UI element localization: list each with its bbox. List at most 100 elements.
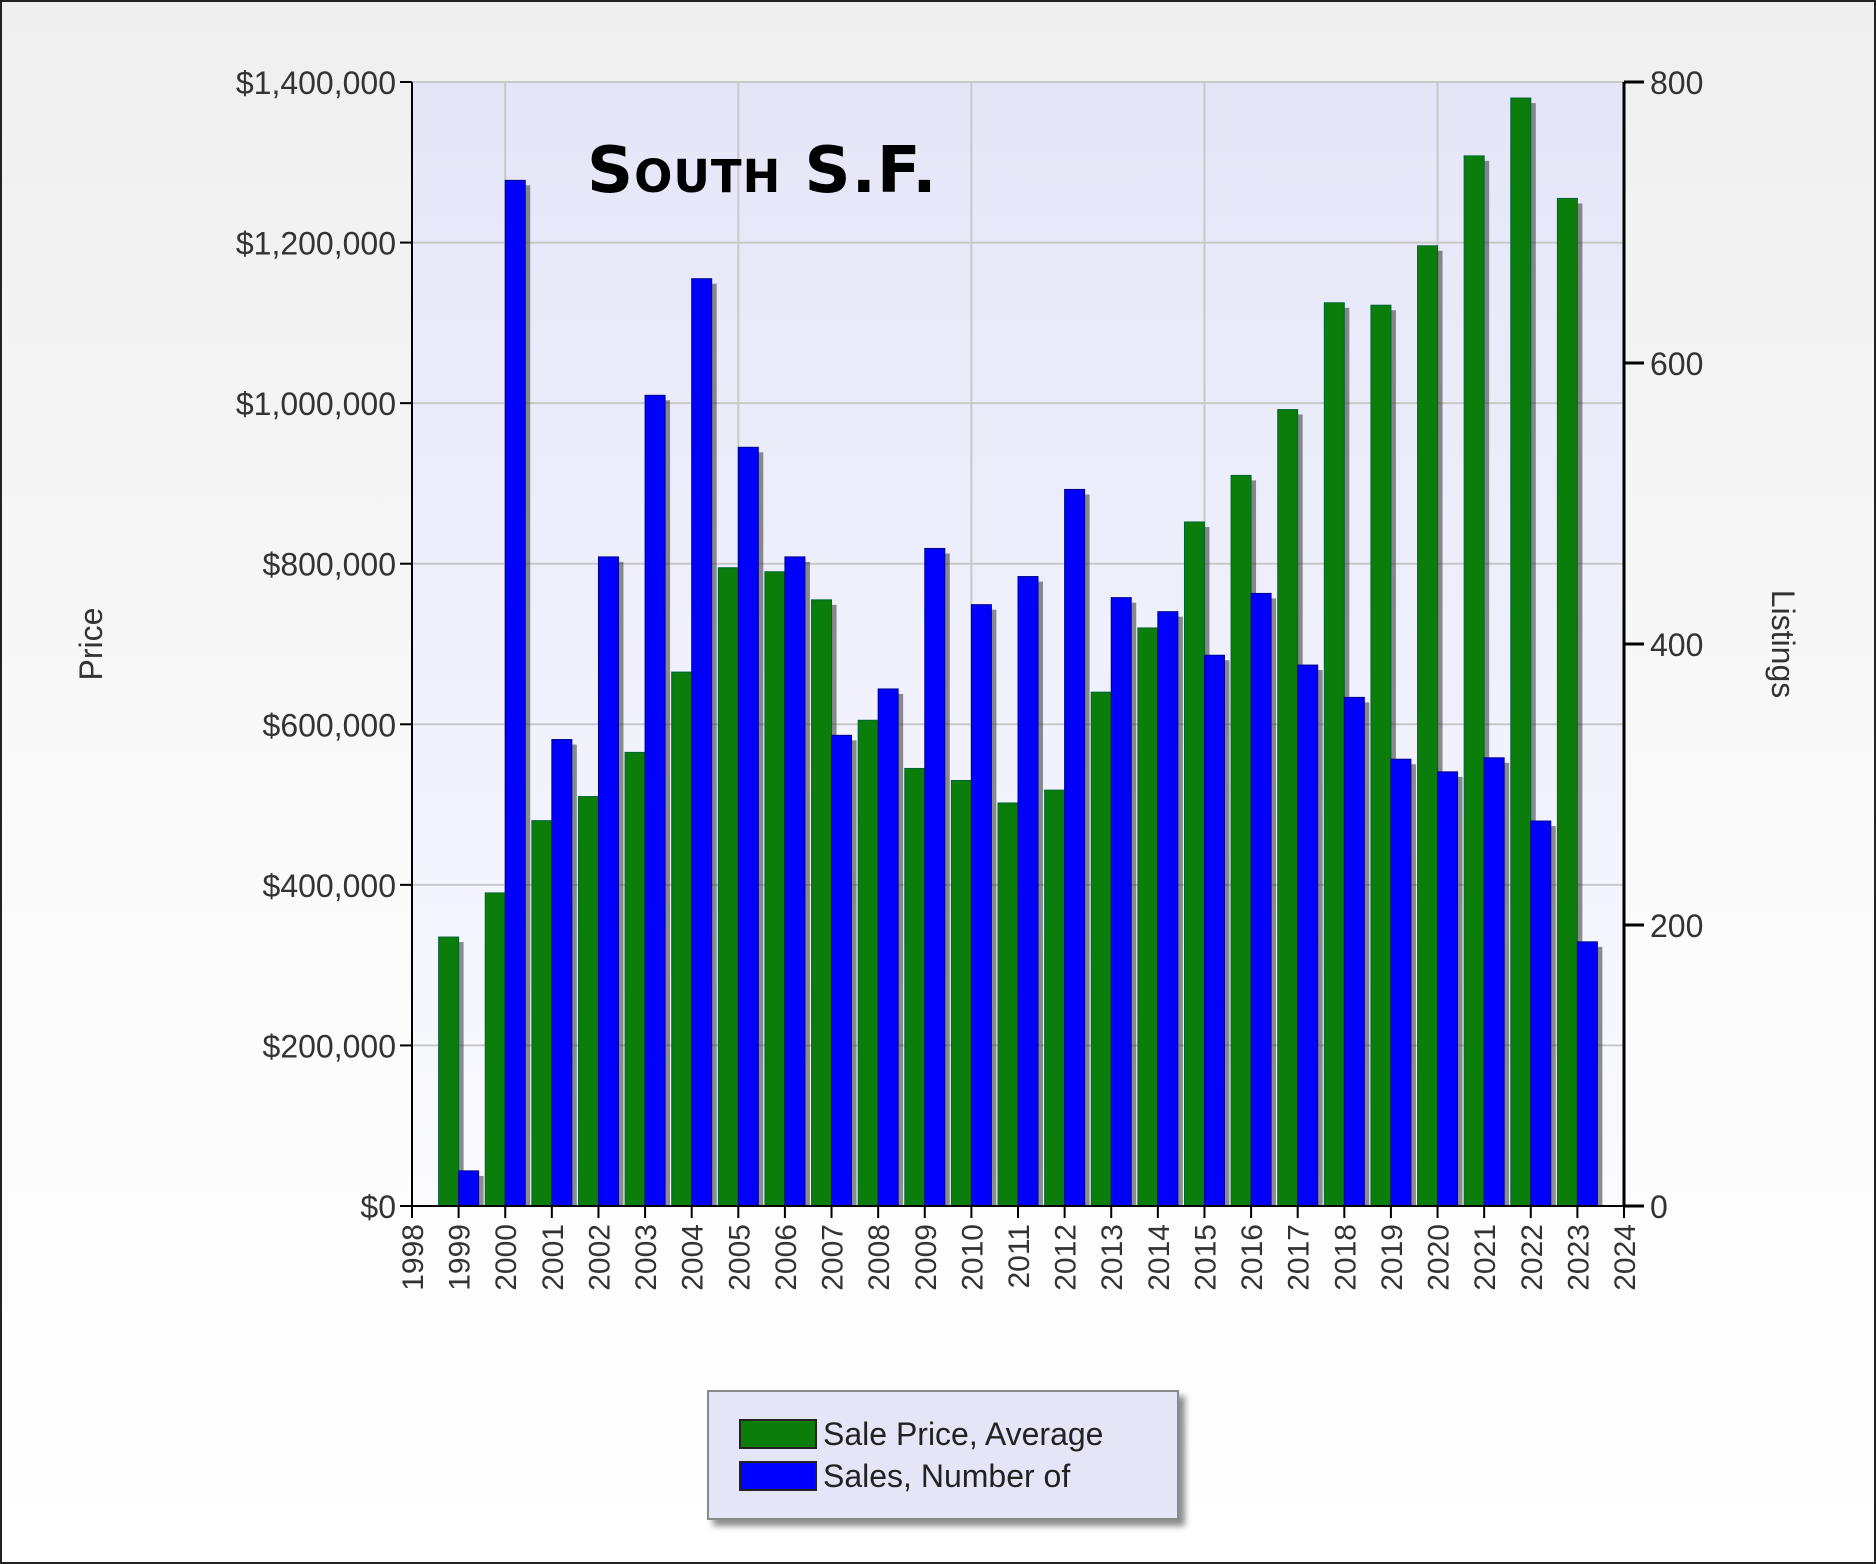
y2-axis-label: Listings: [1765, 590, 1801, 699]
x-tick-label: 2012: [1050, 1224, 1083, 1291]
bar-sale-price-2006: [764, 571, 786, 1207]
x-tick-label: 2006: [770, 1224, 803, 1291]
bar-sale-price-2011: [997, 802, 1019, 1207]
bar-sales-count-2001: [551, 739, 573, 1207]
legend-label-sale-price: Sale Price, Average: [823, 1415, 1104, 1452]
x-tick-label: 2008: [863, 1224, 896, 1291]
bar-sales-count-2016: [1250, 592, 1272, 1207]
x-tick-label: 2023: [1562, 1224, 1595, 1291]
right-axis-tick-labels: 0 200 400 600 800: [1650, 65, 1703, 1225]
bar-sale-price-2021: [1463, 155, 1485, 1207]
x-tick-label: 2013: [1096, 1224, 1129, 1291]
x-tick-label: 2015: [1189, 1224, 1222, 1291]
y-tick-label: $1,400,000: [236, 65, 396, 101]
bar-sale-price-2005: [717, 567, 739, 1207]
bar-sales-count-2006: [784, 556, 806, 1207]
bar-sales-count-2004: [691, 278, 713, 1207]
bar-sale-price-2016: [1230, 474, 1252, 1207]
x-tick-label: 2024: [1609, 1224, 1642, 1291]
bar-sale-price-2020: [1417, 245, 1439, 1207]
x-tick-label: 2022: [1516, 1224, 1549, 1291]
legend-item-sale-price: Sale Price, Average: [739, 1416, 1103, 1452]
x-tick-label: 2016: [1236, 1224, 1269, 1291]
bar-sales-count-2020: [1437, 771, 1459, 1207]
bar-sales-count-2023: [1576, 941, 1598, 1207]
bar-sales-count-2018: [1343, 696, 1365, 1207]
bar-sales-count-2003: [644, 394, 666, 1207]
y-axis-label: Price: [73, 608, 109, 681]
y-tick-label: $1,200,000: [236, 226, 396, 262]
y-tick-label: $0: [360, 1189, 396, 1225]
legend-item-sales-count: Sales, Number of: [739, 1458, 1070, 1494]
bar-sale-price-2003: [624, 751, 646, 1207]
y-tick-label: $1,000,000: [236, 386, 396, 422]
axes: [400, 80, 1644, 1218]
x-tick-label: 2001: [537, 1224, 570, 1291]
chart-title: South S.F.: [587, 134, 938, 208]
bar-sales-count-2015: [1203, 654, 1225, 1207]
bar-sale-price-2018: [1323, 302, 1345, 1207]
y2-tick-label: 0: [1650, 1189, 1668, 1225]
y-tick-label: $200,000: [263, 1028, 396, 1064]
bar-sales-count-2013: [1110, 597, 1132, 1207]
x-tick-label: 2009: [910, 1224, 943, 1291]
bar-sales-count-2000: [504, 179, 526, 1207]
bar-sales-count-2021: [1483, 757, 1505, 1207]
bar-sale-price-2012: [1044, 789, 1066, 1207]
x-tick-label: 2004: [677, 1224, 710, 1291]
x-axis-tick-labels: 1998 1999 2000 2001 2002 2003 2004 2005 2006 2007…: [397, 1224, 1642, 1291]
bar-sales-count-2008: [877, 688, 899, 1207]
y2-tick-label: 600: [1650, 346, 1703, 382]
bar-sale-price-2013: [1090, 691, 1112, 1207]
bar-sale-price-2014: [1137, 627, 1159, 1207]
bar-sales-count-2007: [831, 734, 853, 1207]
bar-sales-count-2012: [1064, 488, 1086, 1207]
x-tick-label: 2019: [1376, 1224, 1409, 1291]
x-tick-label: 2011: [1003, 1224, 1036, 1289]
x-tick-label: 2005: [723, 1224, 756, 1291]
y2-tick-label: 400: [1650, 627, 1703, 663]
x-tick-label: 2018: [1329, 1224, 1362, 1291]
bar-sale-price-2017: [1277, 409, 1299, 1207]
bar-sale-price-2015: [1183, 521, 1205, 1207]
left-axis-tick-labels: $0 $200,000 $400,000 $600,000 $800,000 $1,000…: [236, 65, 396, 1225]
legend-swatch-sale-price: [739, 1419, 817, 1449]
legend-swatch-sales-count: [739, 1461, 817, 1491]
x-tick-label: 2002: [583, 1224, 616, 1291]
bar-sale-price-2023: [1556, 197, 1578, 1207]
x-tick-label: 2010: [956, 1224, 989, 1291]
legend: Sale Price, Average Sales, Number of: [707, 1390, 1179, 1520]
bar-sales-count-2009: [924, 547, 946, 1207]
bar-sale-price-2008: [857, 719, 879, 1207]
bar-sales-count-2010: [970, 604, 992, 1207]
bar-sales-count-1999: [458, 1170, 480, 1207]
bar-sale-price-2004: [671, 671, 693, 1207]
bar-sales-count-2022: [1530, 820, 1552, 1207]
bar-sales-count-2014: [1157, 611, 1179, 1207]
y-tick-label: $400,000: [263, 868, 396, 904]
y2-tick-label: 200: [1650, 908, 1703, 944]
bar-sale-price-2019: [1370, 304, 1392, 1207]
bar-sale-price-2001: [531, 820, 553, 1207]
bar-sale-price-2022: [1510, 97, 1532, 1207]
bar-sale-price-1999: [438, 936, 460, 1207]
x-tick-label: 1998: [397, 1224, 430, 1291]
y-tick-label: $800,000: [263, 547, 396, 583]
bar-sale-price-2010: [950, 779, 972, 1207]
x-tick-label: 2020: [1423, 1224, 1456, 1291]
y2-tick-label: 800: [1650, 65, 1703, 101]
x-tick-label: 2003: [630, 1224, 663, 1291]
bars: [438, 97, 1603, 1207]
x-tick-label: 2000: [490, 1224, 523, 1291]
bar-sales-count-2019: [1390, 758, 1412, 1207]
bar-sales-count-2017: [1297, 664, 1319, 1207]
bar-sale-price-2002: [577, 796, 599, 1207]
x-tick-label: 2021: [1469, 1224, 1502, 1291]
legend-label-sales-count: Sales, Number of: [823, 1457, 1071, 1494]
bar-sales-count-2005: [737, 446, 759, 1207]
x-tick-label: 2014: [1143, 1224, 1176, 1291]
bar-sales-count-2002: [597, 556, 619, 1207]
x-tick-label: 1999: [444, 1224, 477, 1291]
y-tick-label: $600,000: [263, 707, 396, 743]
